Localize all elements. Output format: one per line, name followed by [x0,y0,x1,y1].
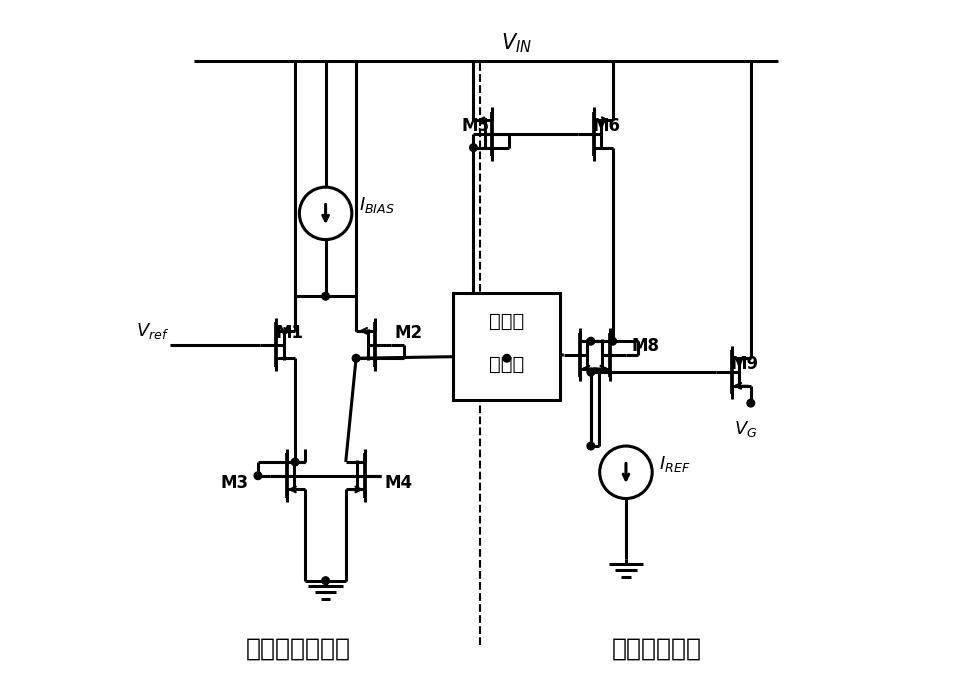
Text: $I_{BIAS}$: $I_{BIAS}$ [359,195,394,215]
Circle shape [322,577,329,585]
Text: $V_{ref}$: $V_{ref}$ [136,322,169,341]
Text: 可变电压单元: 可变电压单元 [612,636,702,661]
Text: $V_G$: $V_G$ [733,419,757,439]
Text: M3: M3 [221,474,249,492]
Circle shape [747,400,754,407]
Circle shape [291,458,299,466]
Text: 电压跟随器单元: 电压跟随器单元 [245,636,350,661]
Text: M1: M1 [275,324,303,342]
Text: $V_{IN}$: $V_{IN}$ [501,31,533,55]
Circle shape [503,354,511,362]
Text: M9: M9 [731,355,759,373]
Circle shape [470,144,478,152]
Text: 采样电: 采样电 [489,312,524,331]
Circle shape [352,354,360,362]
Text: M6: M6 [593,116,621,134]
Circle shape [322,292,329,300]
Circle shape [587,338,595,345]
Circle shape [587,442,595,450]
Circle shape [254,472,262,480]
Text: 流电路: 流电路 [489,355,524,374]
Text: M8: M8 [631,338,660,356]
Text: M2: M2 [394,324,423,342]
Text: M5: M5 [461,116,490,134]
Text: M4: M4 [384,474,413,492]
Text: $I_{REF}$: $I_{REF}$ [659,454,690,474]
FancyBboxPatch shape [454,293,561,400]
Text: M7: M7 [514,338,542,356]
Circle shape [609,338,617,345]
Circle shape [587,368,595,376]
